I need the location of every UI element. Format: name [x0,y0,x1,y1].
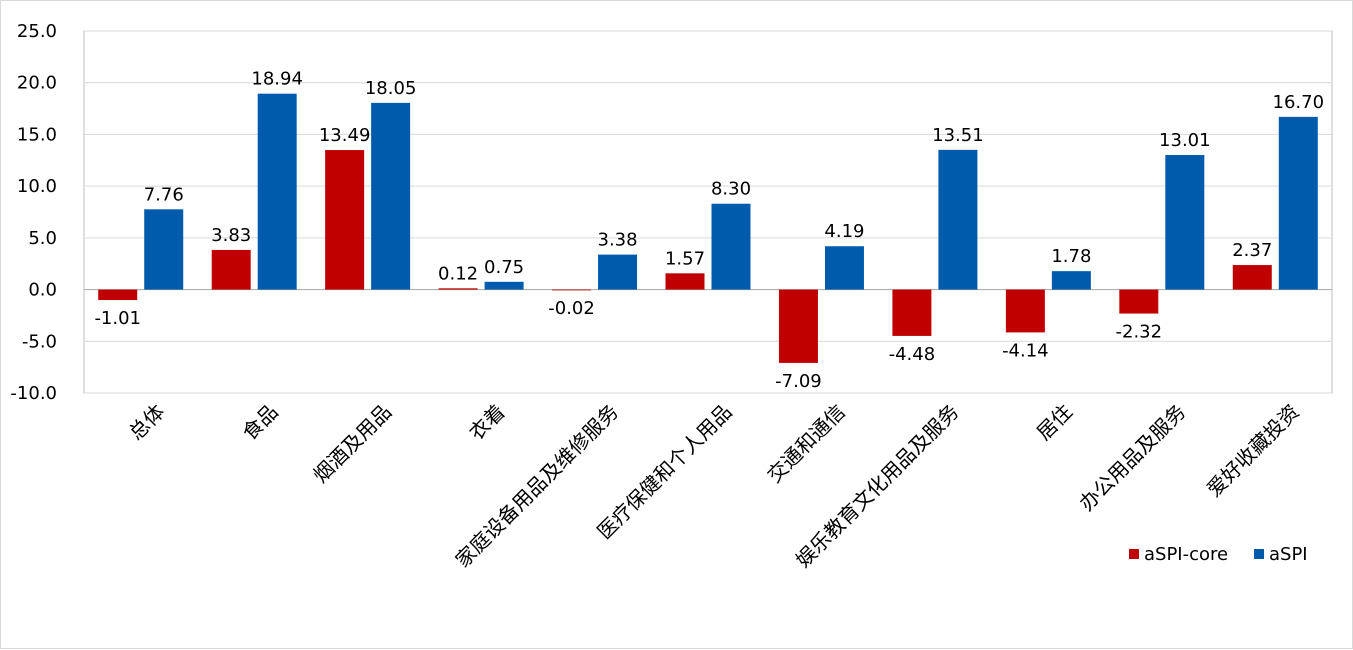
y-tick-label: 20.0 [17,73,57,94]
data-label: 13.49 [319,125,371,146]
data-label: 1.78 [1051,246,1091,267]
bar-aSPI-core-10 [1232,265,1272,290]
data-label: 0.12 [438,263,478,284]
legend-swatch-aSPI-core [1129,549,1139,559]
y-tick-label: 10.0 [17,176,57,197]
category-label: 总体 [124,400,169,445]
legend-swatch-aSPI [1254,549,1264,559]
bar-aSPI-8 [1051,271,1091,290]
bar-aSPI-10 [1278,116,1318,290]
category-label: 交通和通信 [762,400,850,488]
data-label: 4.19 [824,221,864,242]
bar-aSPI-2 [371,102,411,290]
y-tick-label: 0.0 [28,280,57,301]
data-label: 1.57 [665,248,705,269]
data-label: 8.30 [711,179,751,200]
bar-aSPI-core-3 [438,288,478,290]
bar-aSPI-core-1 [211,249,251,290]
data-label: -4.14 [1002,340,1049,361]
data-label: 3.83 [211,225,251,246]
category-label: 衣着 [464,400,509,445]
bar-aSPI-0 [144,209,184,290]
data-label: 16.70 [1273,92,1325,113]
bar-aSPI-7 [938,149,978,290]
data-label: -7.09 [775,371,822,392]
category-label: 食品 [237,400,282,445]
data-label: 13.01 [1159,130,1211,151]
data-label: -1.01 [94,308,141,329]
bar-aSPI-core-7 [892,289,932,336]
legend-label-aSPI: aSPI [1269,544,1308,565]
legend-label-aSPI-core: aSPI-core [1144,544,1228,565]
bar-aSPI-core-9 [1119,289,1159,314]
bar-aSPI-3 [484,281,524,290]
bar-aSPI-core-2 [325,150,365,290]
data-label: 18.05 [365,78,417,99]
data-label: 18.94 [251,69,303,90]
data-label: 2.37 [1232,240,1272,261]
data-label: 0.75 [484,257,524,278]
category-label: 办公用品及服务 [1074,400,1190,516]
category-label: 居住 [1032,400,1077,445]
data-label: 7.76 [144,184,184,205]
data-label: -2.32 [1116,322,1163,343]
bars [98,93,1318,363]
bar-aSPI-core-6 [778,289,818,363]
bar-aSPI-core-0 [98,289,138,301]
bar-aSPI-9 [1165,155,1205,290]
bar-aSPI-core-8 [1005,289,1045,333]
data-label: -0.02 [548,298,595,319]
bar-aSPI-core-5 [665,273,705,290]
category-label: 爱好收藏投资 [1202,400,1304,502]
data-label: 3.38 [598,230,638,251]
data-label: -4.48 [889,344,936,365]
y-tick-label: -5.0 [22,331,57,352]
data-labels: -1.01 7.76 3.83 18.94 13.49 18.05 0.12 0.75 -0.0… [94,69,1324,392]
bar-aSPI-5 [711,203,751,290]
bar-aSPI-6 [824,246,864,290]
data-label: 13.51 [932,125,984,146]
y-tick-label: -10.0 [10,383,57,404]
bar-aSPI-core-4 [552,289,592,291]
legend: aSPI-core aSPI [1129,544,1308,565]
y-axis: -10.0 -5.0 0.0 5.0 10.0 15.0 20.0 25.0 [10,21,57,404]
bar-aSPI-1 [257,93,297,290]
y-tick-label: 25.0 [17,21,57,42]
category-label: 烟酒及用品 [308,400,396,488]
y-tick-label: 5.0 [28,228,57,249]
y-tick-label: 15.0 [17,124,57,145]
bar-aSPI-4 [598,254,638,290]
